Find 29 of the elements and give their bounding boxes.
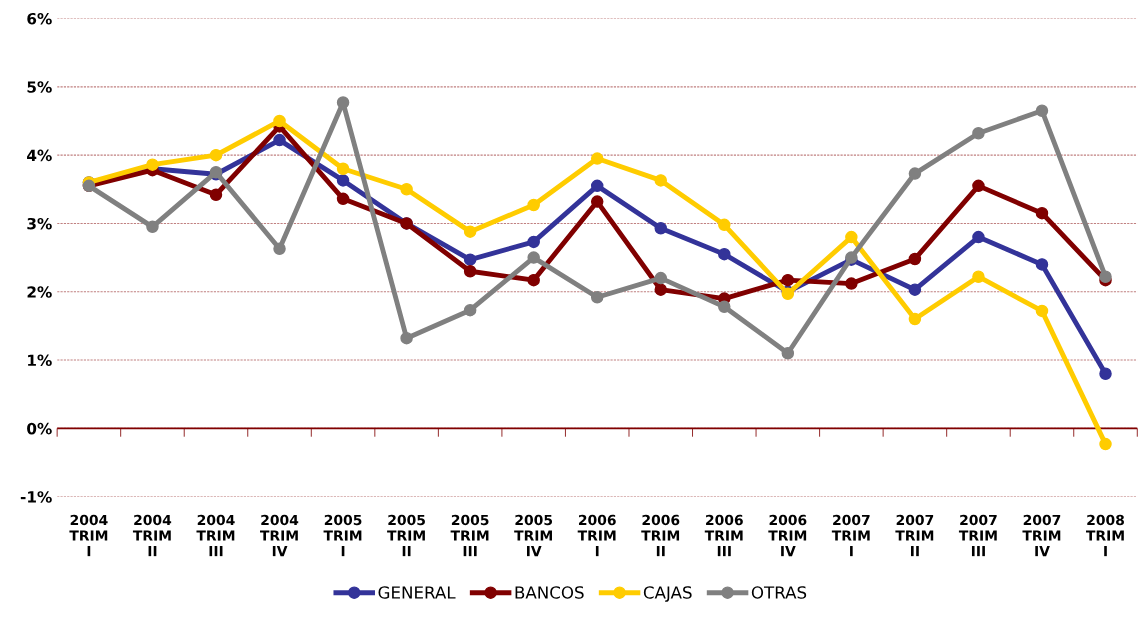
legend-label: GENERAL: [378, 586, 456, 599]
y-tick-label: 2%: [27, 286, 52, 298]
y-tick-label: 1%: [28, 354, 52, 367]
x-tick-label: 2007 TRIM I: [831, 514, 870, 557]
x-tick-label: 2005 TRIM II: [387, 514, 425, 557]
x-tick-label: 2006 TRIM II: [641, 514, 680, 557]
x-tick-label: 2006 TRIM III: [704, 514, 743, 557]
x-tick-label: 2005 TRIM III: [450, 514, 489, 557]
y-tick-label: 4%: [27, 149, 52, 162]
x-tick-label: 2007 TRIM II: [895, 514, 934, 557]
x-tick-label: 2006 TRIM I: [577, 514, 616, 557]
x-tick-label: 2004 TRIM IV: [260, 514, 299, 557]
x-tick-label: 2008 TRIM I: [1086, 514, 1124, 557]
x-tick-label: 2004 TRIM II: [132, 514, 172, 557]
y-tick-label: 5%: [27, 81, 52, 93]
x-tick-label: 2005 TRIM IV: [514, 514, 553, 557]
y-tick-label: 3%: [27, 217, 52, 230]
y-tick-label: -1%: [20, 491, 52, 503]
y-tick-label: 6%: [27, 12, 52, 25]
x-tick-label: 2006 TRIM IV: [768, 514, 807, 557]
x-tick-label: 2004 TRIM I: [69, 514, 108, 557]
x-tick-label: 2004 TRIM III: [196, 514, 235, 557]
x-tick-label: 2007 TRIM IV: [1022, 514, 1061, 557]
legend-label: BANCOS: [515, 586, 584, 599]
x-tick-label: 2007 TRIM III: [958, 514, 997, 557]
y-tick-label: 0%: [27, 422, 52, 435]
legend-label: OTRAS: [751, 586, 807, 599]
legend-label: CAJAS: [643, 586, 692, 602]
x-tick-label: 2005 TRIM I: [323, 514, 362, 557]
